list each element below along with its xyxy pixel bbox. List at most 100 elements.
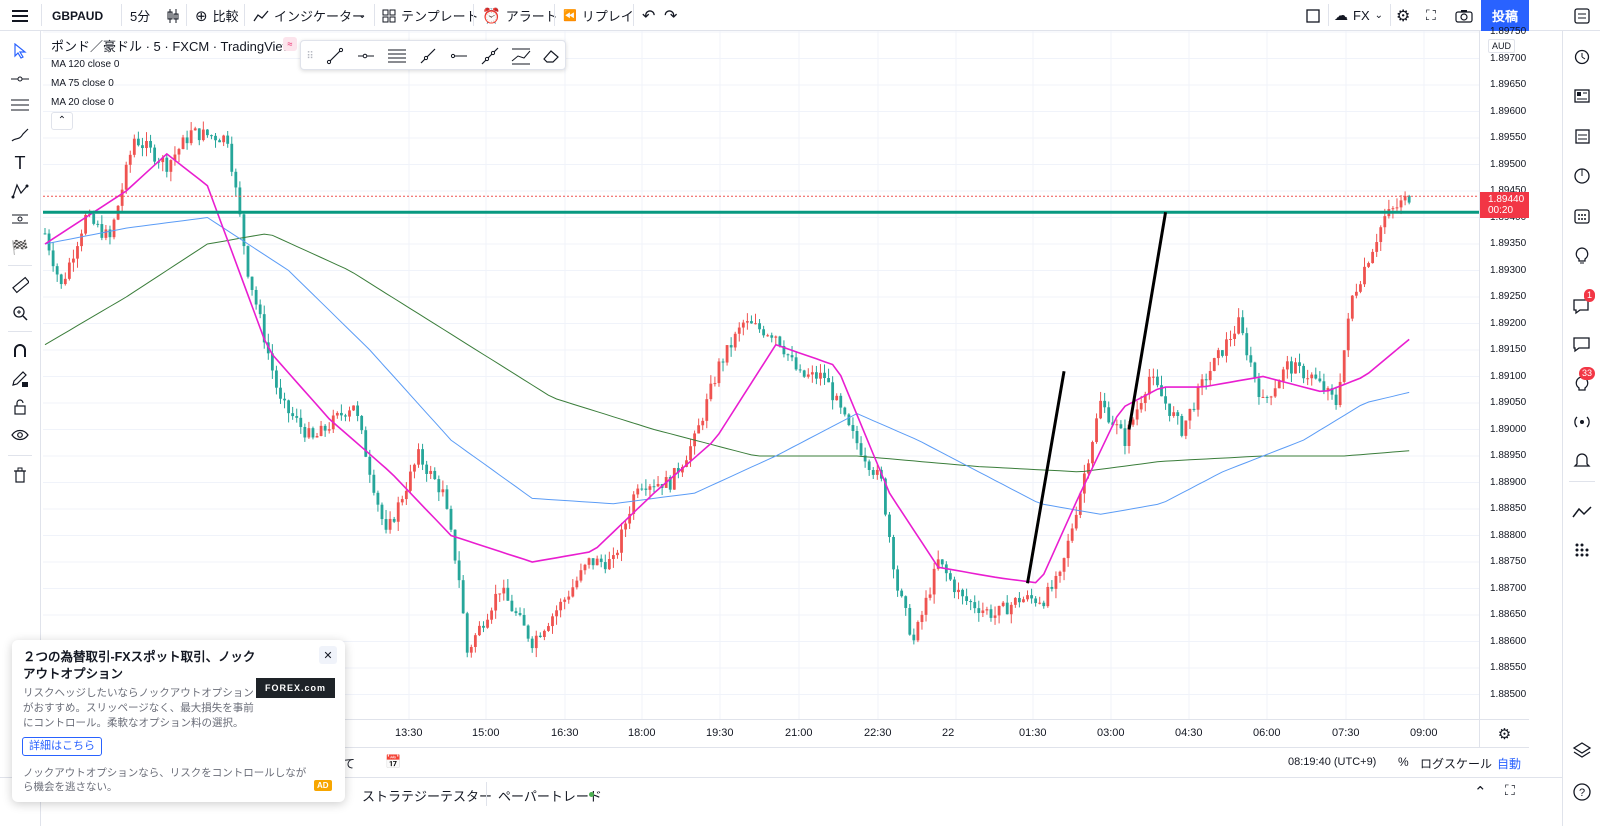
icons-flag-icon[interactable]: 🏁 (11, 238, 29, 255)
pine-editor-icon[interactable] (1569, 499, 1595, 525)
cloud-save-button[interactable]: ☁ FX ⌄ (1334, 7, 1384, 23)
undo-icon[interactable]: ↶ (642, 7, 656, 25)
text-tool-icon[interactable]: T (14, 152, 26, 173)
trash-icon[interactable] (8, 463, 32, 487)
watchlist-icon[interactable] (1569, 3, 1595, 29)
price-axis[interactable]: AUD 1.89750 1.89700 1.89650 1.89600 1.89550 1… (1479, 26, 1530, 719)
lock-icon[interactable] (8, 395, 32, 419)
notes-list-icon[interactable] (1569, 123, 1595, 149)
axis-settings-gear-icon[interactable]: ⚙ (1479, 719, 1529, 747)
horizontal-line-icon[interactable] (447, 44, 471, 68)
magnet-icon[interactable] (8, 339, 32, 363)
candle-body (1395, 207, 1399, 209)
publish-button[interactable]: 投稿 (1481, 0, 1529, 31)
trend-line-icon[interactable] (8, 67, 32, 91)
candle-body (798, 369, 802, 371)
candle-style-icon[interactable] (166, 0, 180, 31)
symbol-search-button[interactable]: GBPAUD (52, 8, 104, 23)
candle-body (989, 609, 993, 618)
goto-date-icon[interactable]: 📅 (385, 754, 402, 769)
notification-bell-icon[interactable] (1569, 447, 1595, 473)
candle-body (197, 128, 201, 141)
lock-drawing-pencil-icon[interactable] (8, 367, 32, 391)
prediction-icon[interactable] (8, 207, 32, 231)
collapse-legend-icon[interactable]: ⌃ (51, 112, 73, 130)
layout-select-icon[interactable] (1306, 0, 1320, 31)
time-axis[interactable]: 13:30 15:00 16:30 18:00 19:30 21:00 22:30 22 01:… (43, 719, 1479, 747)
chat-icon[interactable]: 1 (1569, 289, 1595, 319)
last-price-value: 1.89440 (1488, 194, 1525, 205)
horizontal-ray-icon[interactable] (354, 44, 378, 68)
price-chart[interactable] (43, 31, 1479, 719)
cursor-arrow-icon[interactable] (8, 39, 32, 63)
candle-body (486, 619, 489, 628)
messages-icon[interactable] (1569, 331, 1595, 357)
trend-line-tool-icon[interactable] (323, 44, 347, 68)
replay-button[interactable]: ⏪ リプレイ (563, 9, 634, 24)
redo-icon[interactable]: ↷ (664, 7, 678, 25)
ad-details-button[interactable]: 詳細はこちら (22, 737, 102, 756)
candle-body (957, 589, 960, 593)
menu-icon[interactable] (12, 0, 28, 31)
eye-icon[interactable] (8, 423, 32, 447)
candle-body (258, 304, 262, 315)
ad-popup[interactable]: ２つの為替取引-FXスポット取引、ノックアウトオプション FOREX.com ✕… (12, 640, 345, 802)
drag-handle-icon[interactable]: ⠿ (306, 50, 314, 62)
tab-paper-trading[interactable]: ペーパートレード (498, 789, 602, 804)
ma75-legend[interactable]: MA 75 close 0 (51, 78, 114, 89)
eraser-icon[interactable] (539, 44, 563, 68)
layers-icon[interactable] (1569, 737, 1595, 763)
ray-line-icon[interactable] (416, 44, 440, 68)
close-icon[interactable]: ✕ (319, 646, 337, 664)
candle-body (206, 129, 209, 136)
templates-button[interactable]: テンプレート (382, 0, 479, 31)
settings-gear-icon[interactable]: ⚙ (1396, 7, 1411, 25)
fib-retracement-icon[interactable] (8, 93, 32, 117)
streams-icon[interactable] (1569, 409, 1595, 435)
alarm-icon[interactable] (1569, 43, 1595, 69)
ruler-icon[interactable] (8, 273, 32, 297)
log-scale-toggle[interactable]: ログスケール (1420, 757, 1493, 771)
candle-body (599, 558, 603, 563)
ma120-legend[interactable]: MA 120 close 0 (51, 59, 120, 70)
regression-channel-icon[interactable] (509, 44, 533, 68)
lightbulb-icon[interactable] (1569, 243, 1595, 269)
price-tick-label: 1.88550 (1490, 662, 1527, 673)
parallel-channel-icon[interactable] (385, 44, 409, 68)
compare-button[interactable]: ⊕ 比較 (195, 7, 239, 25)
ma20-legend[interactable]: MA 20 close 0 (51, 97, 114, 108)
alert-button[interactable]: ⏰ アラート (482, 7, 558, 25)
candle-body (1403, 195, 1407, 201)
tab-strategy-tester[interactable]: ストラテジーテスター (362, 789, 493, 804)
indicators-dropdown-icon[interactable]: ⌄ (358, 10, 367, 21)
dot-grid-icon[interactable] (1569, 537, 1595, 563)
currency-selector[interactable]: AUD (1488, 39, 1516, 53)
indicators-button[interactable]: インジケーター (253, 0, 365, 31)
candle-body (993, 615, 997, 618)
calendar-icon[interactable] (1569, 203, 1595, 229)
candle-body (181, 137, 185, 150)
camera-icon[interactable] (1455, 0, 1473, 31)
ideas-icon[interactable]: 33 (1569, 367, 1595, 397)
candle-body (567, 596, 571, 600)
candle-body (563, 599, 567, 602)
pie-timer-icon[interactable] (1569, 163, 1595, 189)
zoom-in-icon[interactable] (8, 301, 32, 325)
chart-pane[interactable]: ポンド／豪ドル · 5 · FXCM · TradingView ≈ MA 12… (43, 31, 1479, 719)
help-icon[interactable]: ? (1569, 779, 1595, 805)
market-status-icon[interactable]: ≈ (283, 37, 297, 51)
news-icon[interactable] (1569, 83, 1595, 109)
brush-icon[interactable] (8, 123, 32, 147)
candle-body (1038, 602, 1042, 604)
clock-time[interactable]: 08:19:40 (UTC+9) (1288, 756, 1377, 768)
auto-scale-toggle[interactable]: 自動 (1497, 757, 1522, 771)
extended-line-icon[interactable] (478, 44, 502, 68)
all-range-fragment[interactable]: て (343, 757, 356, 771)
ideas-badge: 33 (1578, 367, 1595, 380)
pattern-icon[interactable] (8, 179, 32, 203)
maximize-panel-icon[interactable]: ⌃ (1474, 784, 1487, 801)
percent-toggle[interactable]: % (1398, 755, 1409, 769)
interval-button[interactable]: 5分 (130, 9, 151, 24)
fullscreen-icon[interactable]: ⛶ (1426, 7, 1436, 23)
expand-panel-icon[interactable]: ⛶ (1505, 782, 1515, 798)
